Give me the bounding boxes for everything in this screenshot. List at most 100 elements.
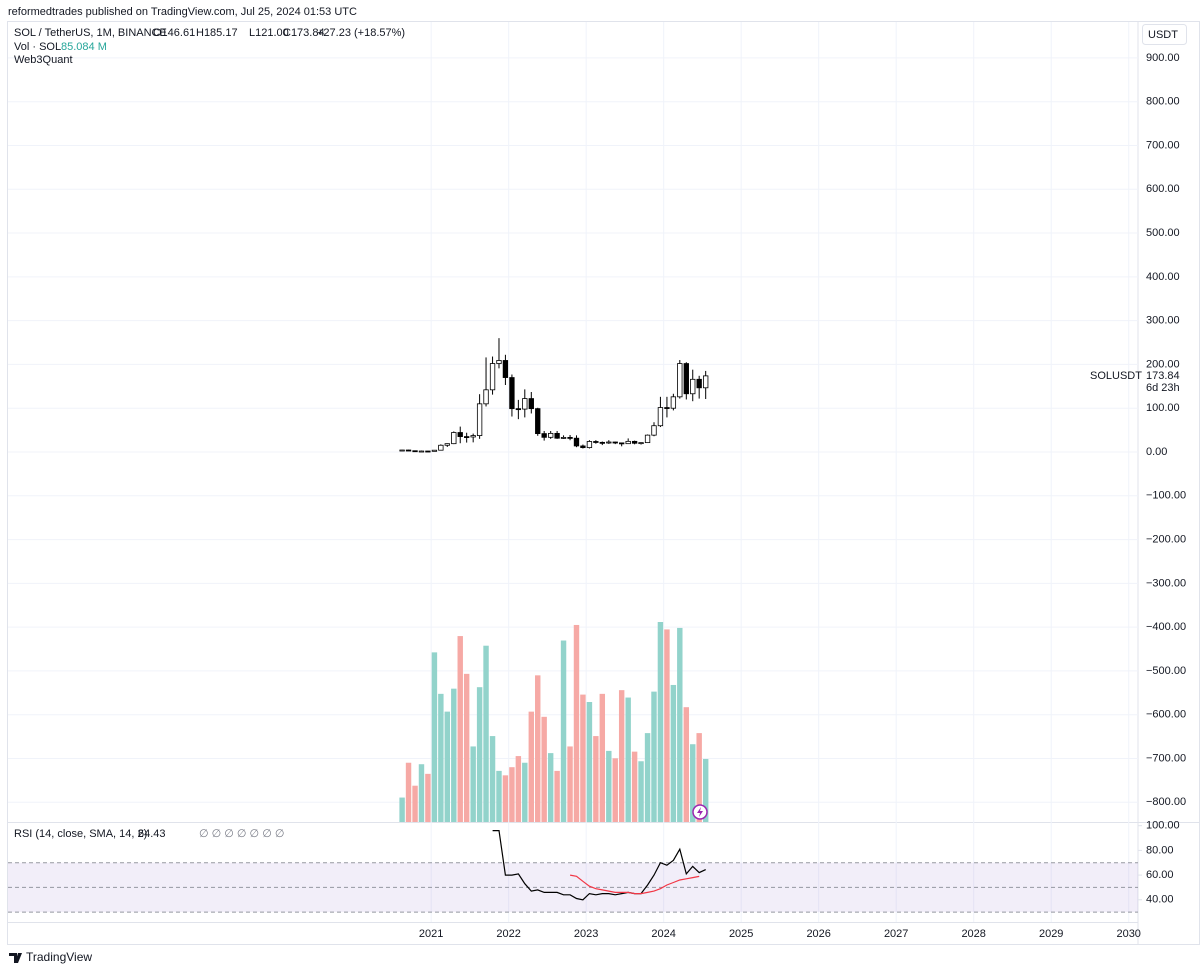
x-tick-label: 2030 — [1116, 928, 1140, 940]
volume-bar — [502, 775, 509, 822]
y-tick-label: 900.00 — [1146, 52, 1180, 64]
volume-bar — [599, 693, 606, 822]
y-tick-label: 700.00 — [1146, 139, 1180, 151]
x-tick-label: 2023 — [574, 928, 598, 940]
x-tick-label: 2022 — [496, 928, 520, 940]
last-price: 173.84 — [1146, 370, 1180, 382]
candle-body — [418, 450, 425, 453]
candle-body — [612, 441, 618, 444]
volume-bar — [567, 746, 573, 822]
volume-bar — [457, 636, 463, 822]
y-tick-label: 0.00 — [1146, 446, 1167, 458]
candle-body — [470, 435, 476, 438]
candle-body — [399, 449, 405, 452]
candle-body — [683, 363, 689, 395]
candle-body — [438, 444, 444, 451]
y-tick-label: 200.00 — [1146, 358, 1180, 370]
volume-bar — [470, 746, 476, 822]
candle-body — [703, 375, 709, 389]
currency-box[interactable] — [1142, 24, 1187, 45]
candle-body — [535, 408, 541, 435]
y-tick-label: 500.00 — [1146, 227, 1180, 239]
candle-body — [515, 408, 522, 411]
volume-bar — [644, 733, 651, 822]
rsi-title: RSI (14, close, SMA, 14, 2) — [14, 828, 147, 840]
ohlc-high: H185.17 — [196, 27, 238, 39]
candle-body — [631, 440, 638, 444]
rsi-na-marks: ∅ ∅ ∅ ∅ ∅ ∅ ∅ — [199, 828, 284, 840]
volume-bar — [702, 758, 709, 822]
volume-bar — [489, 736, 496, 822]
plot-layer: 2021 2022 2023 2024 2025 2026 2027 2028 2029 2030… — [8, 22, 1186, 940]
candle-body — [560, 437, 567, 439]
candle-body — [625, 440, 631, 445]
volume-bar — [528, 711, 535, 822]
candle-body — [483, 389, 489, 405]
volume-bar — [438, 693, 444, 822]
volume-bar — [580, 694, 586, 822]
volume-bar — [690, 744, 696, 822]
volume-bar — [696, 733, 702, 822]
candle-body — [405, 449, 412, 452]
candle-body — [599, 441, 605, 444]
candle-body — [644, 434, 651, 444]
volume-bar — [651, 691, 657, 822]
volume-label: Vol · SOL — [14, 41, 61, 53]
volume-bar — [586, 702, 593, 822]
volume-bar — [444, 711, 451, 822]
candle-body — [638, 442, 644, 445]
candle-body — [425, 450, 431, 453]
candle-body — [554, 432, 560, 439]
y-tick-label: −800.00 — [1146, 796, 1186, 808]
last-symbol: SOLUSDT — [1090, 370, 1142, 382]
volume-bar — [664, 629, 670, 822]
symbol: SOL / TetherUS, 1M, BINANCE — [14, 27, 167, 39]
candle-body — [464, 436, 470, 438]
volume-bar — [677, 627, 683, 822]
volume-bar — [483, 645, 489, 822]
volume-bar — [593, 736, 599, 822]
candle-body — [567, 437, 573, 439]
indicator-name: Web3Quant — [14, 54, 73, 66]
rsi-tick-label: 80.00 — [1146, 844, 1174, 856]
candle-body — [509, 377, 515, 410]
volume-bar — [476, 687, 483, 822]
y-tick-label: 800.00 — [1146, 96, 1180, 108]
volume-bar — [573, 624, 580, 822]
candle-body — [690, 378, 696, 395]
candle-body — [606, 441, 612, 444]
alert-bolt — [697, 807, 703, 817]
rsi-tick-label: 40.00 — [1146, 894, 1174, 906]
candle-body — [657, 407, 664, 427]
candle-body — [664, 407, 670, 409]
candle-body — [573, 437, 580, 447]
volume-bar — [670, 684, 677, 822]
x-tick-label: 2027 — [884, 928, 908, 940]
volume-bar — [431, 652, 438, 822]
volume-bar — [560, 640, 567, 822]
rsi-value: 64.43 — [138, 828, 166, 840]
tradingview-logo — [9, 953, 22, 963]
currency[interactable]: USDT — [1148, 29, 1178, 41]
volume-bar — [418, 764, 425, 822]
volume-bar — [683, 707, 690, 822]
volume-bar — [657, 622, 664, 822]
ohlc-close: C173.84 — [283, 27, 325, 39]
candle-body — [412, 450, 418, 453]
volume-bar — [535, 675, 541, 822]
ohlc-low: L121.00 — [249, 27, 289, 39]
candle-body — [451, 432, 457, 445]
volume-bar — [631, 751, 638, 822]
volume-bar — [554, 770, 560, 822]
y-tick-label: −300.00 — [1146, 577, 1186, 589]
x-tick-label: 2024 — [651, 928, 675, 940]
logo-mark — [9, 953, 22, 963]
ohlc-change: +27.23 (+18.57%) — [317, 27, 405, 39]
y-tick-label: −500.00 — [1146, 665, 1186, 677]
volume-value: 85.084 M — [61, 41, 107, 53]
ohlc-open: O146.61 — [153, 27, 195, 39]
volume-bar — [515, 756, 522, 822]
candle-body — [431, 449, 438, 452]
volume-bar — [618, 690, 625, 822]
